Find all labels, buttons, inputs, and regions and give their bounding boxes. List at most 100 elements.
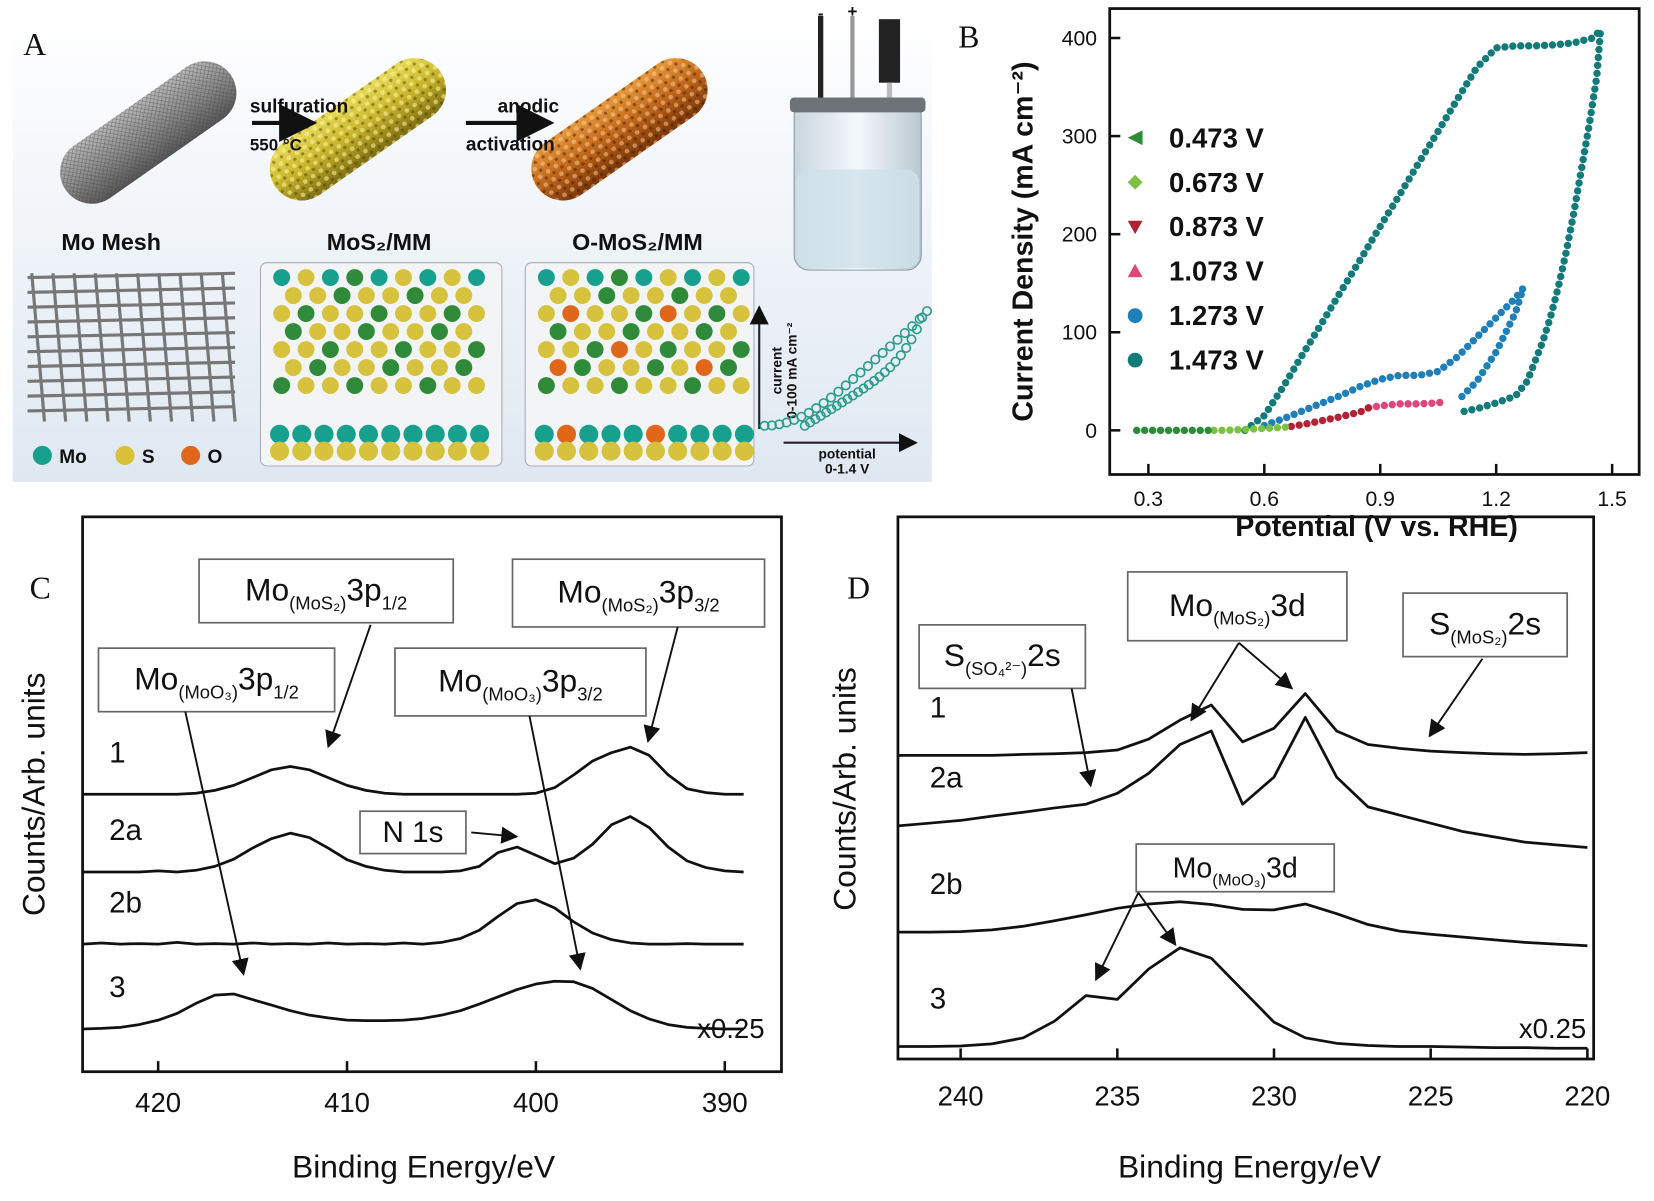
atom — [635, 269, 653, 287]
step-label: activation — [466, 134, 555, 155]
atom — [645, 441, 665, 461]
atom — [394, 377, 412, 395]
x-tick-label: 1.2 — [1481, 488, 1510, 511]
atom — [297, 305, 315, 323]
annotation-part: 1/2 — [382, 592, 408, 613]
annotation-box — [1135, 843, 1336, 893]
annotation-part: (MoS₂) — [1213, 608, 1270, 629]
annotation-part: 3p — [346, 572, 381, 608]
annotation-part: N 1s — [383, 816, 444, 849]
mesh-grid — [27, 271, 237, 422]
atom — [346, 305, 364, 323]
atom — [668, 441, 688, 461]
annotation-part: (SO₄²⁻) — [965, 658, 1027, 679]
y-tick-label: 0 — [1085, 420, 1097, 443]
atom — [646, 287, 664, 305]
panel-label: A — [23, 27, 46, 62]
y-tick-label: 400 — [1062, 27, 1097, 50]
annotation-arrow — [471, 826, 519, 844]
annotation-text: S(SO₄²⁻)2s — [944, 637, 1061, 679]
series-line — [1364, 397, 1450, 412]
x-tick-label: 0.3 — [1134, 488, 1163, 511]
inset-dot — [855, 367, 866, 378]
annotation-part: 3p — [542, 663, 577, 699]
atom — [403, 441, 423, 461]
annotation-part: (MoO₃) — [1212, 870, 1266, 889]
atom — [598, 359, 616, 377]
atom — [659, 377, 677, 395]
atom — [346, 341, 364, 359]
annotation-text: Mo(MoO₃)3p3/2 — [438, 663, 603, 705]
atom — [684, 305, 701, 323]
electrode-sign: - — [818, 4, 824, 23]
annotation-part: (MoS₂) — [289, 592, 346, 613]
annotation-part: (MoS₂) — [601, 595, 658, 616]
inset-dot — [759, 420, 770, 431]
atom — [671, 287, 689, 305]
legend-marker — [1127, 352, 1143, 368]
atom — [443, 377, 461, 395]
series-label: 3 — [109, 971, 125, 1004]
step-label: sulfuration — [250, 96, 348, 117]
annotation-part: (MoO₃) — [178, 681, 238, 702]
legend-label: 1.073 V — [1169, 256, 1265, 287]
atom — [430, 359, 448, 377]
mesh-line — [27, 405, 236, 413]
atom — [292, 424, 312, 444]
atom — [562, 269, 580, 287]
atom — [370, 305, 388, 323]
annotation-text: N 1s — [383, 816, 444, 849]
atom — [447, 424, 467, 444]
mesh-line — [93, 273, 110, 422]
atom — [732, 305, 750, 323]
series-label: 1 — [930, 691, 946, 724]
series-line — [82, 815, 744, 874]
annotation-text: S(MoS₂)2s — [1429, 605, 1541, 647]
mesh-line — [27, 316, 236, 324]
atom — [430, 287, 448, 305]
atom — [333, 359, 351, 377]
atom — [690, 441, 710, 461]
atom — [406, 359, 424, 377]
atom — [336, 441, 356, 461]
atom — [534, 424, 554, 444]
atom — [443, 305, 461, 323]
atom — [646, 359, 664, 377]
inset-label: potential — [818, 447, 875, 462]
inset-label: 0-100 mA cm⁻² — [784, 322, 799, 419]
mo-mesh-rod — [60, 61, 237, 204]
inset-dot — [895, 350, 906, 361]
series-label: 2b — [930, 868, 963, 901]
legend-marker — [1127, 174, 1143, 190]
inset-dot — [833, 386, 844, 397]
legend-label: 0.673 V — [1169, 167, 1265, 198]
sample-label: O-MoS₂/MM — [572, 229, 703, 255]
y-tick-label: 300 — [1062, 126, 1097, 149]
atom — [270, 424, 290, 444]
mesh-line — [27, 375, 236, 383]
atom — [403, 424, 423, 444]
inset-dot — [890, 356, 901, 367]
annotation-part: x0.25 — [1519, 1013, 1586, 1044]
atom — [270, 441, 290, 461]
mesh-line — [27, 331, 236, 339]
inset-dot — [921, 306, 933, 317]
y-tick-label: 200 — [1062, 224, 1097, 247]
atom — [537, 341, 555, 359]
annotation-text: Mo(MoS₂)3d — [1169, 587, 1306, 629]
y-axis-label: Current Density (mA cm⁻²) — [1007, 61, 1039, 421]
series-line — [1241, 26, 1605, 435]
mesh-line — [199, 273, 216, 422]
mos2-rod — [269, 58, 447, 201]
atom — [381, 424, 401, 444]
atom — [659, 269, 677, 287]
atom — [273, 269, 291, 287]
atom — [586, 305, 604, 323]
mesh-line — [27, 345, 236, 354]
x-axis-label: Binding Energy/eV — [292, 1149, 556, 1185]
annotation-part: Mo — [557, 574, 601, 610]
atom — [562, 377, 580, 395]
atom — [684, 269, 701, 287]
inset-dot — [885, 362, 896, 373]
